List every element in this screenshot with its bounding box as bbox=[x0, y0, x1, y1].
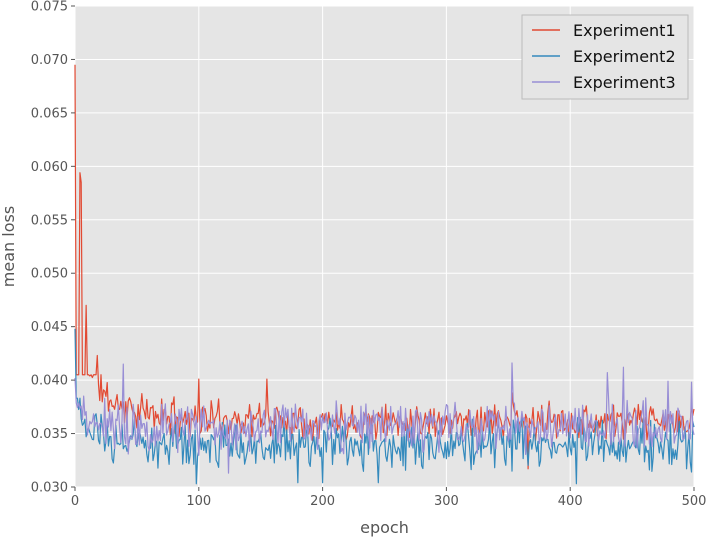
legend-label-experiment3: Experiment3 bbox=[573, 73, 676, 92]
y-tick-label: 0.070 bbox=[31, 53, 68, 68]
x-tick-label: 300 bbox=[434, 494, 459, 509]
tick-marks bbox=[71, 5, 695, 491]
y-axis-label: mean loss bbox=[0, 206, 18, 287]
series-line-experiment3 bbox=[74, 362, 695, 474]
y-tick-label: 0.030 bbox=[31, 481, 68, 496]
y-tick-label: 0.055 bbox=[31, 213, 68, 228]
y-tick-label: 0.050 bbox=[31, 267, 68, 282]
y-tick-label: 0.065 bbox=[31, 106, 68, 121]
y-tick-label: 0.060 bbox=[31, 160, 68, 175]
y-tick-labels: 0.030 0.035 0.040 0.045 0.050 0.055 0.060 0.065… bbox=[31, 0, 68, 496]
legend-box bbox=[521, 14, 689, 100]
x-tick-labels: 0 100 200 300 400 500 bbox=[71, 494, 706, 509]
y-tick-label: 0.035 bbox=[31, 427, 68, 442]
x-tick-label: 500 bbox=[682, 494, 706, 509]
y-tick-label: 0.040 bbox=[31, 374, 68, 389]
x-tick-label: 400 bbox=[558, 494, 583, 509]
y-tick-label: 0.075 bbox=[31, 0, 68, 15]
series-layer bbox=[74, 64, 695, 485]
y-tick-label: 0.045 bbox=[31, 320, 68, 335]
legend: Experiment1 Experiment2 Experiment3 bbox=[521, 14, 689, 100]
x-tick-label: 200 bbox=[310, 494, 335, 509]
legend-label-experiment1: Experiment1 bbox=[573, 21, 676, 40]
legend-label-experiment2: Experiment2 bbox=[573, 47, 676, 66]
x-axis-label: epoch bbox=[360, 518, 409, 537]
x-tick-label: 100 bbox=[186, 494, 211, 509]
x-tick-label: 0 bbox=[71, 494, 79, 509]
